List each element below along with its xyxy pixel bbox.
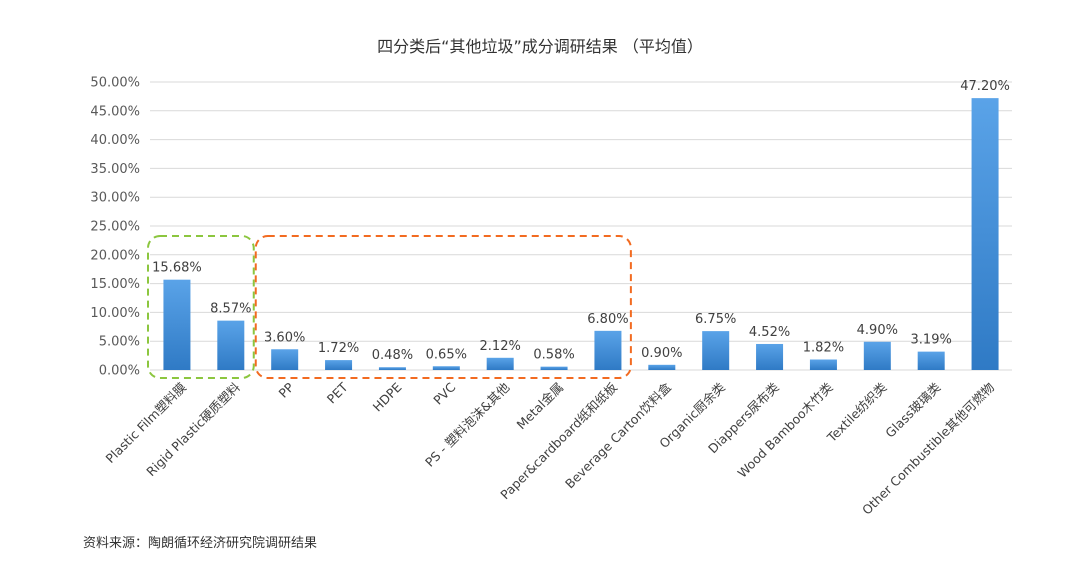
highlight-groups <box>147 235 632 379</box>
x-tick-label: Beverage Carton饮料盒 <box>562 379 674 491</box>
y-tick-label: 5.00% <box>99 335 140 350</box>
y-tick-label: 25.00% <box>90 220 140 235</box>
bar <box>486 357 514 370</box>
data-label: 1.72% <box>318 341 359 356</box>
bar <box>271 349 299 370</box>
y-tick-label: 40.00% <box>90 133 140 148</box>
bar <box>863 341 891 370</box>
data-label: 6.75% <box>695 312 736 327</box>
y-tick-label: 50.00% <box>90 76 140 91</box>
y-tick-label: 35.00% <box>90 162 140 177</box>
data-label: 2.12% <box>480 339 521 354</box>
data-label: 3.60% <box>264 330 305 345</box>
data-label: 15.68% <box>152 261 202 276</box>
bar <box>163 279 191 370</box>
gridlines <box>150 81 1012 371</box>
x-tick-label: PET <box>324 379 351 406</box>
bars <box>163 98 999 371</box>
source-note: 资料来源：陶朗循环经济研究院调研结果 <box>83 535 317 551</box>
y-tick-label: 20.00% <box>90 248 140 263</box>
y-tick-label: 0.00% <box>99 364 140 379</box>
data-label: 0.48% <box>372 348 413 363</box>
data-label: 0.90% <box>641 346 682 361</box>
x-tick-label: PVC <box>430 379 458 407</box>
data-label: 0.65% <box>426 347 467 362</box>
data-label: 4.52% <box>749 325 790 340</box>
bar <box>594 330 622 370</box>
bar <box>971 98 999 371</box>
data-label: 1.82% <box>803 341 844 356</box>
bar <box>217 320 245 370</box>
green-dashed-group <box>147 235 255 379</box>
bar <box>917 351 945 370</box>
x-tick-label: PP <box>276 379 298 401</box>
bar <box>702 331 730 370</box>
y-tick-label: 15.00% <box>90 277 140 292</box>
bar <box>432 366 460 370</box>
x-tick-label: HDPE <box>370 379 405 414</box>
x-tick-label: Wood Bamboo木竹类 <box>734 379 835 480</box>
bar <box>648 364 676 370</box>
data-label: 4.90% <box>857 323 898 338</box>
bar <box>325 360 353 370</box>
bar <box>378 367 406 370</box>
data-labels: 15.68% 8.57% 3.60% 1.72% 0.48% 0.65% 2.12% 0.58… <box>152 79 1010 363</box>
data-label: 47.20% <box>960 79 1010 94</box>
y-tick-label: 45.00% <box>90 104 140 119</box>
data-label: 0.58% <box>533 348 574 363</box>
data-label: 3.19% <box>911 333 952 348</box>
y-tick-label: 10.00% <box>90 306 140 321</box>
x-tick-label: Metal金属 <box>513 380 566 433</box>
y-axis-ticks: 0.00% 5.00% 10.00% 15.00% 20.00% 25.00% 30.00%… <box>90 76 140 379</box>
bar <box>756 343 784 370</box>
data-label: 6.80% <box>587 312 628 327</box>
y-tick-label: 30.00% <box>90 191 140 206</box>
bar <box>809 359 837 370</box>
bar <box>540 366 568 370</box>
data-label: 8.57% <box>210 302 251 317</box>
chart-title: 四分类后“其他垃圾”成分调研结果 （平均值） <box>377 37 703 56</box>
x-tick-label: Rigid Plastic硬质塑料 <box>143 379 243 479</box>
